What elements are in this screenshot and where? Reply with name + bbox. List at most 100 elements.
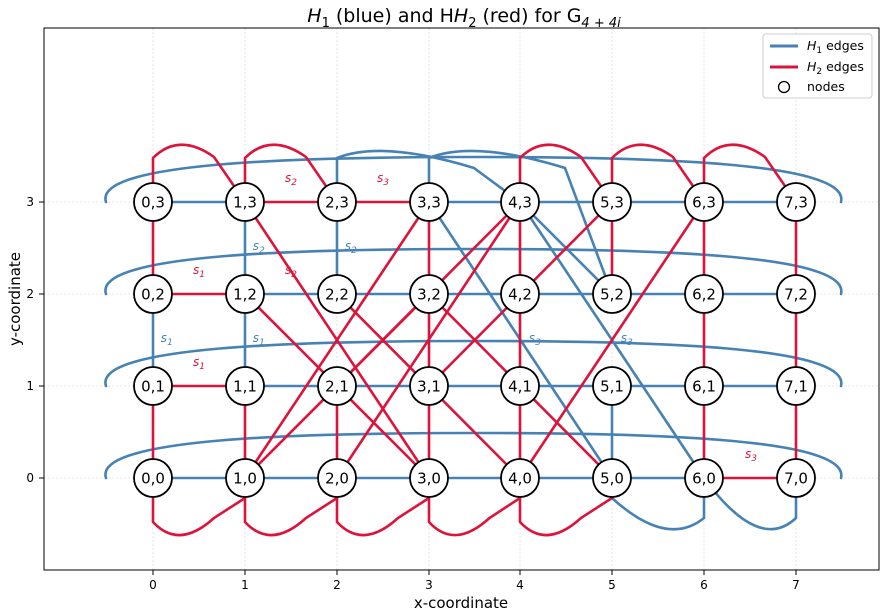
h1-edge-36 — [335, 149, 522, 204]
node-0-3: 0,3 — [133, 182, 173, 222]
node-label: 7,1 — [784, 378, 808, 396]
node-circle — [317, 458, 357, 498]
annotation-symbol: s — [285, 171, 291, 185]
annotation-subscript: 1 — [259, 338, 265, 348]
node-label: 0,3 — [141, 194, 165, 212]
node-1-0: 1,0 — [225, 458, 265, 498]
annotation-subscript: 3 — [627, 338, 633, 348]
node-label: 2,2 — [325, 286, 349, 304]
h1-edge-39 — [702, 476, 798, 531]
node-label: 3,3 — [417, 194, 441, 212]
node-label: 6,3 — [692, 194, 716, 212]
node-circle — [592, 366, 632, 406]
node-label: 6,0 — [692, 470, 716, 488]
h2-edge-31 — [335, 476, 431, 537]
node-7-2: 7,2 — [776, 274, 816, 314]
h2-edge-27 — [518, 143, 614, 204]
node-6-0: 6,0 — [684, 458, 724, 498]
annotation-label-7: s1 — [253, 331, 265, 348]
node-circle — [317, 274, 357, 314]
x-tick-label-1: 1 — [241, 578, 249, 592]
h1-edge-38 — [610, 476, 706, 531]
annotation-label-0: s2 — [285, 171, 297, 188]
h2-edge-33 — [518, 476, 614, 537]
annotation-symbol: s — [745, 447, 751, 461]
node-4-0: 4,0 — [500, 458, 540, 498]
legend-box — [762, 33, 873, 99]
node-circle — [500, 458, 540, 498]
node-label: 0,0 — [141, 470, 165, 488]
node-4-3: 4,3 — [500, 182, 540, 222]
h2-edge-23 — [518, 200, 706, 480]
plot-frame — [43, 27, 880, 571]
annotation-symbol: s — [285, 263, 291, 277]
annotation-symbol: s — [193, 355, 199, 369]
node-3-0: 3,0 — [409, 458, 449, 498]
node-4-1: 4,1 — [500, 366, 540, 406]
annotation-label-10: s1 — [193, 355, 205, 372]
y-tick-label-1: 1 — [26, 379, 34, 393]
node-circle — [133, 458, 173, 498]
h1-edge-37 — [427, 149, 614, 296]
x-tick-label-7: 7 — [792, 578, 800, 592]
annotation-symbol: s — [161, 331, 167, 345]
node-circle — [592, 274, 632, 314]
node-circle — [776, 366, 816, 406]
node-label: 4,1 — [508, 378, 532, 396]
annotation-label-4: s1 — [193, 263, 205, 280]
nodes: 0,0 1,0 2,0 3,0 4,0 5,0 6,0 7,0 0,1 1,1 2,1 3,1 4,1 5… — [133, 182, 816, 498]
y-axis-label: y-coordinate — [6, 252, 24, 346]
node-label: 5,2 — [600, 286, 624, 304]
node-label: 1,1 — [233, 378, 257, 396]
annotation-label-11: s3 — [745, 447, 757, 464]
node-label: 7,3 — [784, 194, 808, 212]
node-5-3: 5,3 — [592, 182, 632, 222]
node-circle — [684, 274, 724, 314]
node-circle — [684, 366, 724, 406]
node-0-1: 0,1 — [133, 366, 173, 406]
node-circle — [409, 182, 449, 222]
x-ticks: 0 1 2 3 4 5 6 7 — [149, 570, 800, 592]
node-circle — [776, 274, 816, 314]
node-label: 4,0 — [508, 470, 532, 488]
annotation-subscript: 2 — [291, 270, 297, 280]
node-7-0: 7,0 — [776, 458, 816, 498]
h2-edge-30 — [151, 476, 247, 537]
node-5-2: 5,2 — [592, 274, 632, 314]
node-circle — [225, 274, 265, 314]
annotation-label-6: s1 — [161, 331, 173, 348]
annotation-subscript: 1 — [199, 270, 205, 280]
y-tick-label-3: 3 — [26, 195, 34, 209]
annotation-symbol: s — [345, 239, 351, 253]
node-label: 3,0 — [417, 470, 441, 488]
node-2-1: 2,1 — [317, 366, 357, 406]
node-label: 4,2 — [508, 286, 532, 304]
node-label: 4,3 — [508, 194, 532, 212]
node-2-3: 2,3 — [317, 182, 357, 222]
annotation-subscript: 2 — [351, 246, 357, 256]
node-6-1: 6,1 — [684, 366, 724, 406]
annotation-label-5: s2 — [285, 263, 297, 280]
node-1-3: 1,3 — [225, 182, 265, 222]
node-circle — [133, 366, 173, 406]
node-4-2: 4,2 — [500, 274, 540, 314]
node-label: 7,2 — [784, 286, 808, 304]
node-7-3: 7,3 — [776, 182, 816, 222]
node-label: 5,3 — [600, 194, 624, 212]
node-3-2: 3,2 — [409, 274, 449, 314]
node-1-1: 1,1 — [225, 366, 265, 406]
annotation-symbol: s — [253, 331, 259, 345]
annotation-symbol: s — [377, 171, 383, 185]
node-label: 3,2 — [417, 286, 441, 304]
node-circle — [317, 182, 357, 222]
legend-node-label: nodes — [807, 79, 845, 94]
y-tick-label-0: 0 — [26, 471, 34, 485]
x-axis-label: x-coordinate — [414, 594, 508, 612]
legend-node-marker — [777, 80, 791, 94]
node-label: 6,2 — [692, 286, 716, 304]
h1-edge-25 — [104, 339, 843, 388]
node-0-2: 0,2 — [133, 274, 173, 314]
node-2-0: 2,0 — [317, 458, 357, 498]
annotation-subscript: 3 — [535, 338, 541, 348]
node-1-2: 1,2 — [225, 274, 265, 314]
